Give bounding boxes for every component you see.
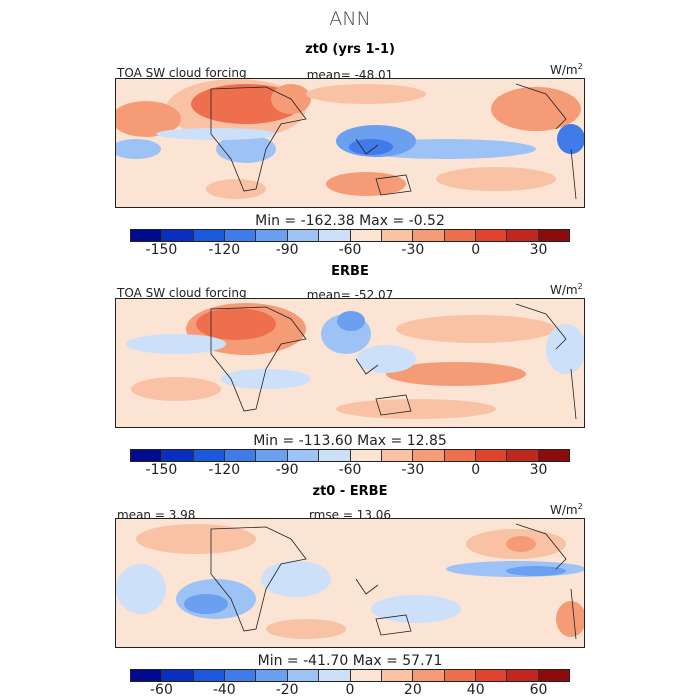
panel-3-map (115, 518, 585, 648)
colorbar-segment (225, 670, 257, 681)
colorbar-segment (444, 450, 476, 461)
colorbar-segment (413, 450, 445, 461)
panel-2-colorbar-ticks: -150 -120 -90 -60 -30 0 30 (0, 462, 700, 480)
colorbar-segment (413, 230, 445, 241)
panel-1-heatmap (116, 79, 584, 207)
colorbar-tick: 40 (466, 682, 485, 698)
panel-3-colorbar-ticks: -60 -40 -20 0 20 40 60 (0, 682, 700, 700)
panel-2-field-label: TOA SW cloud forcing (117, 286, 247, 300)
colorbar-segment (287, 670, 320, 681)
colorbar-segment (538, 230, 570, 241)
colorbar-segment (287, 230, 320, 241)
panel-1-map (115, 78, 585, 208)
colorbar-tick: -90 (275, 462, 299, 478)
colorbar-tick: -150 (145, 242, 178, 258)
panel-1-colorbar-ticks: -150 -120 -90 -60 -30 0 30 (0, 242, 700, 260)
colorbar-segment (193, 450, 226, 461)
colorbar-segment (381, 230, 414, 241)
colorbar-segment (131, 670, 163, 681)
colorbar-segment (319, 230, 351, 241)
colorbar-tick: 0 (471, 462, 481, 478)
colorbar-segment (193, 670, 226, 681)
coastline-icon (210, 303, 577, 420)
panel-2-title: ERBE (331, 264, 369, 279)
colorbar-segment (193, 230, 226, 241)
colorbar-segment (131, 230, 163, 241)
colorbar-tick: 0 (345, 682, 355, 698)
coastline-icon (210, 83, 577, 200)
panel-2-heatmap (116, 299, 584, 427)
colorbar-tick: -30 (401, 242, 425, 258)
panel-3-units: W/m2 (550, 502, 583, 517)
colorbar-segment (381, 450, 414, 461)
figure-title: ANN (329, 8, 371, 30)
coastline-icon (210, 523, 577, 640)
colorbar-segment (381, 670, 414, 681)
colorbar-segment (350, 450, 382, 461)
colorbar-tick: -60 (338, 242, 362, 258)
colorbar-segment (507, 670, 539, 681)
colorbar-segment (538, 670, 570, 681)
panel-2-colorbar (130, 449, 570, 462)
panel-3-title: zt0 - ERBE (312, 484, 388, 499)
colorbar-tick: -150 (145, 462, 178, 478)
colorbar-tick: 60 (529, 682, 548, 698)
colorbar-segment (319, 670, 351, 681)
colorbar-tick: 30 (529, 242, 548, 258)
colorbar-segment (162, 450, 194, 461)
panel-3-heatmap (116, 519, 584, 647)
panel-1-minmax: Min = -162.38 Max = -0.52 (255, 213, 445, 229)
colorbar-tick: 30 (529, 462, 548, 478)
panel-2-units: W/m2 (550, 282, 583, 297)
colorbar-segment (350, 670, 382, 681)
panel-3-colorbar (130, 669, 570, 682)
colorbar-segment (225, 450, 257, 461)
colorbar-segment (162, 230, 194, 241)
colorbar-segment (444, 670, 476, 681)
panel-2-map (115, 298, 585, 428)
colorbar-tick: -30 (401, 462, 425, 478)
colorbar-segment (225, 230, 257, 241)
colorbar-segment (350, 230, 382, 241)
colorbar-segment (162, 670, 194, 681)
panel-3-minmax: Min = -41.70 Max = 57.71 (257, 653, 443, 669)
colorbar-tick: -120 (208, 242, 241, 258)
colorbar-tick: 0 (471, 242, 481, 258)
colorbar-tick: 20 (403, 682, 422, 698)
colorbar-tick: -20 (275, 682, 299, 698)
colorbar-segment (538, 450, 570, 461)
colorbar-segment (444, 230, 476, 241)
colorbar-segment (475, 230, 508, 241)
colorbar-segment (507, 230, 539, 241)
colorbar-tick: -60 (338, 462, 362, 478)
colorbar-segment (256, 230, 288, 241)
panel-1-title: zt0 (yrs 1-1) (305, 42, 395, 57)
panel-1-units: W/m2 (550, 62, 583, 77)
colorbar-tick: -120 (208, 462, 241, 478)
colorbar-segment (319, 450, 351, 461)
panel-2-minmax: Min = -113.60 Max = 12.85 (253, 433, 447, 449)
panel-1-field-label: TOA SW cloud forcing (117, 66, 247, 80)
colorbar-segment (256, 670, 288, 681)
colorbar-segment (287, 450, 320, 461)
colorbar-segment (507, 450, 539, 461)
colorbar-segment (131, 450, 163, 461)
colorbar-segment (475, 670, 508, 681)
colorbar-tick: -60 (149, 682, 173, 698)
colorbar-tick: -90 (275, 242, 299, 258)
panel-1-colorbar (130, 229, 570, 242)
colorbar-segment (475, 450, 508, 461)
colorbar-segment (256, 450, 288, 461)
colorbar-segment (413, 670, 445, 681)
colorbar-tick: -40 (212, 682, 236, 698)
